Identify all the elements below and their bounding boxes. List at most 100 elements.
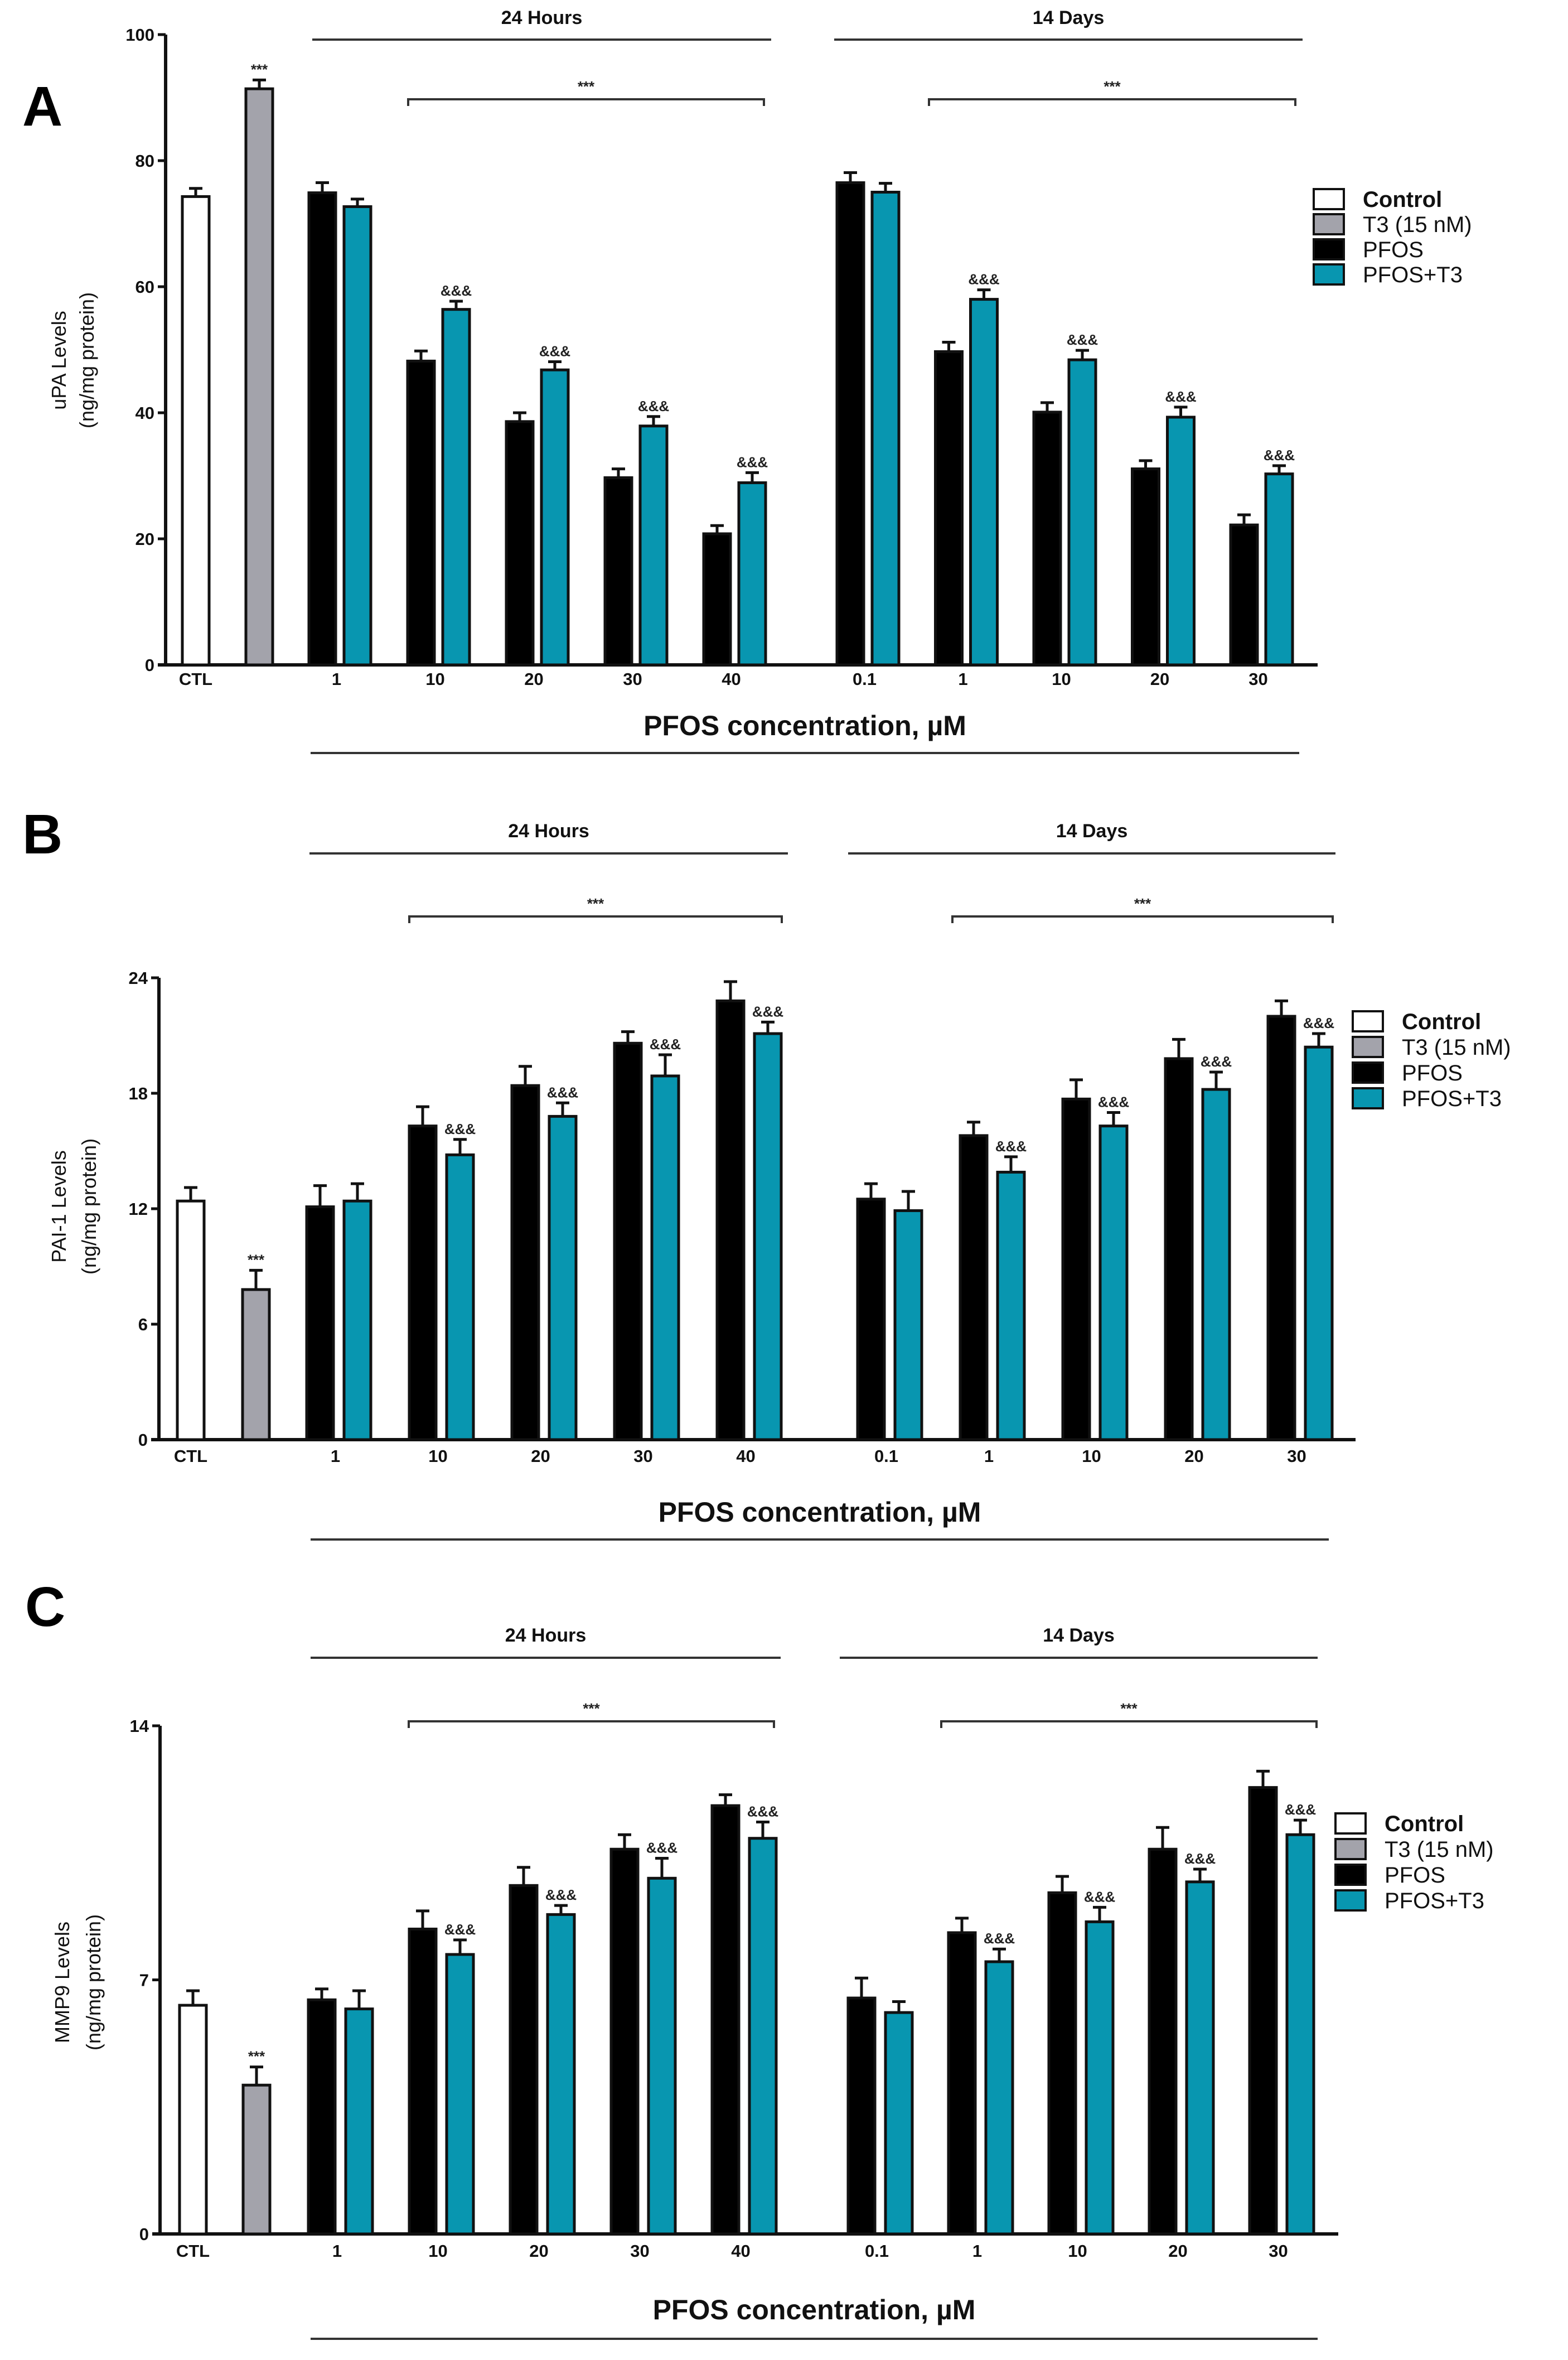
x-tick-label: 30 <box>1248 669 1267 689</box>
pfos-t3-significance-mark: &&& <box>539 342 570 359</box>
pfos-t3-significance-mark: &&& <box>1098 1094 1129 1111</box>
x-tick-label: 20 <box>1184 1446 1203 1466</box>
pfos-t3-bar <box>1185 1880 1215 2236</box>
pfos-bar <box>307 1998 337 2236</box>
legend-label: PFOS+T3 <box>1385 1889 1484 1913</box>
pfos-bar <box>505 420 535 667</box>
pfos-t3-significance-mark: &&& <box>747 1803 778 1820</box>
legend-swatch <box>1352 1010 1384 1032</box>
pfos-t3-significance-mark: &&& <box>444 1921 476 1938</box>
pfos-t3-bar <box>1201 1088 1231 1441</box>
pfos-t3-bar <box>638 424 669 667</box>
pfos-t3-bar <box>884 2011 914 2236</box>
y-tick-label: 6 <box>138 1315 148 1334</box>
x-tick-label: 0.1 <box>853 669 877 689</box>
legend-swatch <box>1334 1864 1367 1886</box>
pfos-t3-significance-mark: &&& <box>984 1930 1015 1947</box>
x-axis-title: PFOS concentration, µM <box>659 1497 981 1528</box>
pfos-t3-significance-mark: &&& <box>1264 447 1295 464</box>
pfos-bar <box>1131 467 1160 667</box>
significance-bracket <box>940 1720 1318 1728</box>
pfos-t3-significance-mark: &&& <box>547 1084 578 1101</box>
pfos-t3-bar <box>893 1209 923 1441</box>
x-tick-label: 10 <box>1052 669 1071 689</box>
pfos-t3-bar <box>540 368 570 667</box>
pfos-t3-significance-mark: &&& <box>968 271 999 288</box>
x-tick-label: 20 <box>529 2241 548 2261</box>
x-tick-label-ctl: CTL <box>176 2241 210 2261</box>
x-tick-label: 30 <box>1269 2241 1288 2261</box>
pfos-bar <box>715 999 746 1441</box>
group-header: 14 Days <box>1033 7 1105 28</box>
group-header: 14 Days <box>1056 821 1128 842</box>
legend-label: T3 (15 nM) <box>1385 1837 1494 1862</box>
legend-label: T3 (15 nM) <box>1402 1035 1511 1060</box>
legend-swatch <box>1313 188 1345 210</box>
y-axis-title: uPA Levels <box>47 311 70 409</box>
pfos-bar <box>1047 1891 1077 2236</box>
x-tick-label: 30 <box>630 2241 649 2261</box>
x-tick-label: 10 <box>428 2241 447 2261</box>
pfos-bar <box>408 1927 438 2236</box>
pfos-bar <box>603 476 633 667</box>
control-bar <box>178 2004 208 2236</box>
x-axis-title: PFOS concentration, µM <box>643 710 966 741</box>
pfos-t3-significance-mark: &&& <box>650 1036 681 1053</box>
legend-swatch <box>1352 1061 1384 1084</box>
pfos-t3-bar <box>647 1876 677 2236</box>
pfos-t3-bar <box>1166 416 1196 667</box>
pfos-bar <box>609 1847 640 2236</box>
pfos-t3-bar <box>1264 472 1294 667</box>
pfos-t3-bar <box>546 1913 576 2236</box>
legend-swatch <box>1313 238 1345 260</box>
pfos-bar <box>846 1996 877 2236</box>
x-tick-label: 10 <box>1068 2241 1087 2261</box>
bracket-significance-label: *** <box>583 1700 600 1717</box>
pfos-bar <box>710 1804 741 2236</box>
significance-bracket <box>407 98 765 106</box>
pfos-bar <box>406 359 436 667</box>
pfos-t3-significance-mark: &&& <box>444 1121 476 1137</box>
pfos-t3-significance-mark: &&& <box>441 282 472 299</box>
pfos-t3-significance-mark: &&& <box>545 1886 577 1903</box>
legend-swatch <box>1313 263 1345 286</box>
pfos-t3-bar <box>342 205 372 667</box>
bracket-significance-label: *** <box>587 895 604 912</box>
y-tick-label: 0 <box>139 2224 149 2244</box>
x-tick-label: 40 <box>731 2241 750 2261</box>
pfos-bar <box>305 1205 335 1441</box>
y-tick-label: 0 <box>138 1430 148 1450</box>
pfos-t3-significance-mark: &&& <box>1084 1888 1115 1905</box>
pfos-t3-bar <box>737 481 767 667</box>
legend-label: T3 (15 nM) <box>1363 213 1472 237</box>
panel-letter: A <box>22 75 62 138</box>
x-tick-label: 20 <box>1168 2241 1187 2261</box>
pfos-t3-bar <box>650 1074 680 1441</box>
x-tick-label: 20 <box>1150 669 1169 689</box>
x-tick-label: 1 <box>972 2241 982 2261</box>
pfos-t3-significance-mark: &&& <box>1285 1801 1316 1818</box>
pfos-t3-bar <box>548 1114 578 1441</box>
legend-swatch <box>1352 1087 1384 1109</box>
pfos-bar <box>959 1134 989 1441</box>
pfos-t3-bar <box>969 298 999 667</box>
x-tick-label: 20 <box>531 1446 550 1466</box>
t3-significance-mark: *** <box>248 2048 265 2065</box>
pfos-bar <box>307 191 337 667</box>
x-tick-label: 1 <box>958 669 967 689</box>
y-tick-label: 0 <box>145 655 154 675</box>
x-tick-label: 10 <box>425 669 444 689</box>
pfos-bar <box>509 1884 539 2236</box>
pfos-bar <box>1266 1015 1296 1441</box>
legend-label: PFOS+T3 <box>1363 263 1463 287</box>
pfos-bar <box>408 1125 438 1441</box>
x-tick-label: 30 <box>633 1446 652 1466</box>
pfos-bar <box>947 1931 977 2236</box>
legend-label: PFOS <box>1363 238 1424 262</box>
pfos-t3-bar <box>1098 1125 1129 1441</box>
bracket-significance-label: *** <box>578 78 595 95</box>
pfos-t3-significance-mark: &&& <box>995 1138 1027 1155</box>
legend-swatch <box>1352 1036 1384 1058</box>
t3-significance-mark: *** <box>251 61 268 78</box>
control-bar <box>181 195 211 667</box>
